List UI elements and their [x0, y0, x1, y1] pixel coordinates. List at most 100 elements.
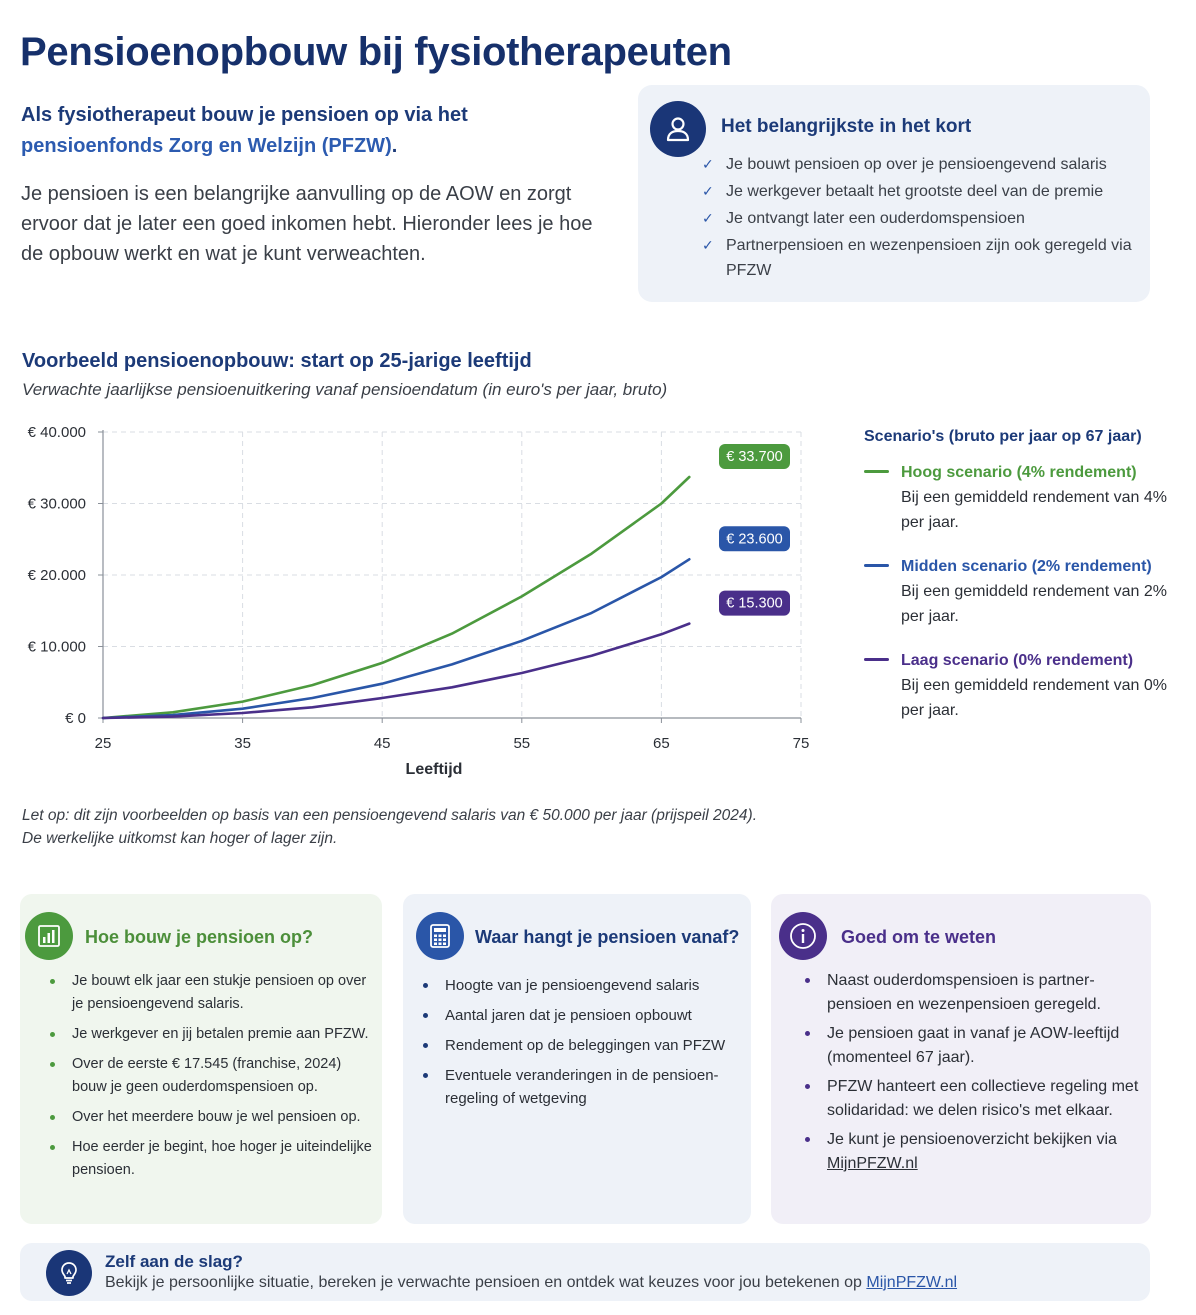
end-value-badge	[719, 590, 790, 616]
list-item: Je kunt je pensioenoverzicht bekijken vi…	[805, 1128, 1145, 1176]
check-icon: ✓	[702, 210, 714, 226]
bullet	[805, 1084, 810, 1089]
cta-link[interactable]: MijnPFZW.nl	[866, 1274, 958, 1291]
bullet	[423, 1073, 428, 1078]
legend-title: Scenario's (bruto per jaar op 67 jaar)	[864, 428, 1142, 445]
list-item-text: Je werkgever en jij betalen premie aan P…	[72, 1026, 369, 1042]
list-item-text: Over de eerste € 17.545 (franchise, 2024…	[72, 1056, 342, 1095]
legend-desc: Bij een gemiddeld rendement van 2% per j…	[901, 583, 1167, 625]
bullet	[805, 978, 810, 983]
card-depends-on: Waar hangt je pensioen vanaf? Hoogte van…	[403, 894, 751, 1224]
lightbulb-icon	[46, 1250, 92, 1296]
intro-body: Je pensioen is een belangrijke aanvullin…	[21, 183, 593, 265]
calculator-icon	[416, 912, 464, 960]
list-item: PFZW hanteert een collectieve regeling m…	[805, 1075, 1145, 1123]
list-item: Je werkgever en jij betalen premie aan P…	[50, 1023, 375, 1046]
end-value-badge	[719, 526, 790, 552]
list-item-text: Over het meerdere bouw je wel pensioen o…	[72, 1109, 361, 1125]
card-good-to-know: Goed om te weten Naast ouderdomspensioen…	[771, 894, 1151, 1224]
bullet	[805, 1137, 810, 1142]
list-item: Hoogte van je pensioengevend salaris	[423, 974, 733, 997]
series-line	[101, 558, 691, 720]
check-icon: ✓	[702, 156, 714, 172]
bullet	[50, 1115, 55, 1120]
legend-item-mid: Midden scenario (2% rendement) Bij een g…	[864, 554, 1184, 629]
chart-note: Let op: dit zijn voorbeelden op basis va…	[22, 804, 757, 850]
bullet	[805, 1031, 810, 1036]
pfzw-link[interactable]: pensioenfonds Zorg en Welzijn (PFZW)	[21, 135, 392, 157]
cta-bar: Zelf aan de slag? Bekijk je persoonlijke…	[20, 1243, 1150, 1301]
legend-swatch	[864, 564, 889, 567]
bullet	[423, 1043, 428, 1048]
note-line: De werkelijke uitkomst kan hoger of lage…	[22, 830, 338, 847]
cta-title: Zelf aan de slag?	[105, 1252, 243, 1271]
list-item: Aantal jaren dat je pensioen opbouwt	[423, 1004, 733, 1027]
summary-item: ✓ Partnerpensioen en wezenpensioen zijn o…	[702, 233, 1142, 283]
x-tick-label: 45	[374, 735, 391, 752]
legend-desc: Bij een gemiddeld rendement van 4% per j…	[901, 489, 1167, 531]
user-icon	[650, 101, 706, 157]
end-value-label: € 33.700	[726, 449, 782, 465]
summary-item: ✓ Je bouwt pensioen op over je pensioenge…	[702, 152, 1142, 177]
pension-line-chart: € 0 € 10.000 € 20.000 € 30.000 € 40.000 25 35 4…	[28, 424, 810, 778]
list-item-text: Eventuele veranderingen in de pensioen-r…	[445, 1067, 719, 1107]
cta-text: Bekijk je persoonlijke situatie, bereken…	[105, 1274, 957, 1292]
y-tick-label: € 10.000	[28, 639, 86, 656]
legend-item-low: Laag scenario (0% rendement) Bij een gem…	[864, 648, 1184, 723]
end-value-badge	[719, 444, 790, 470]
x-tick-label: 25	[95, 735, 112, 752]
bar-chart-icon	[25, 912, 73, 960]
y-tick-label: € 40.000	[28, 424, 86, 441]
summary-item-text: Partnerpensioen en wezenpensioen zijn oo…	[726, 237, 1132, 279]
card-how-build: Hoe bouw je pensioen op? Je bouwt elk ja…	[20, 894, 382, 1224]
cta-text-body: Bekijk je persoonlijke situatie, bereken…	[105, 1274, 867, 1291]
list-item: Naast ouderdomspensioen is partner-pensi…	[805, 969, 1145, 1017]
x-tick-label: 55	[513, 735, 530, 752]
series-line	[101, 622, 691, 720]
list-item: Over het meerdere bouw je wel pensioen o…	[50, 1106, 375, 1129]
list-item: Over de eerste € 17.545 (franchise, 2024…	[50, 1053, 375, 1099]
list-item: Je bouwt elk jaar een stukje pensioen op…	[50, 970, 375, 1016]
note-line: Let op: dit zijn voorbeelden op basis va…	[22, 807, 758, 824]
intro-lead: Als fysiotherapeut bouw je pensioen op v…	[21, 100, 601, 162]
summary-item-text: Je bouwt pensioen op over je pensioengev…	[726, 156, 1107, 173]
legend-item-high: Hoog scenario (4% rendement) Bij een gem…	[864, 460, 1184, 535]
chart-legend: Scenario's (bruto per jaar op 67 jaar) H…	[864, 428, 1184, 742]
series-line	[101, 475, 691, 720]
y-tick-label: € 0	[65, 710, 86, 727]
card-list: Je bouwt elk jaar een stukje pensioen op…	[50, 970, 375, 1189]
mijnpfzw-link[interactable]: MijnPFZW.nl	[827, 1155, 918, 1172]
card-list: Naast ouderdomspensioen is partner-pensi…	[805, 969, 1145, 1181]
intro-lead-text: Als fysiotherapeut bouw je pensioen op v…	[21, 104, 468, 126]
summary-title: Het belangrijkste in het kort	[721, 116, 972, 137]
list-item-text: PFZW hanteert een collectieve regeling m…	[827, 1078, 1139, 1119]
x-tick-label: 65	[653, 735, 670, 752]
list-item-text: Hoogte van je pensioengevend salaris	[445, 977, 700, 994]
bullet	[50, 1145, 55, 1150]
list-item-text: Aantal jaren dat je pensioen opbouwt	[445, 1007, 692, 1024]
list-item-text: Je bouwt elk jaar een stukje pensioen op…	[72, 973, 367, 1012]
card-title: Goed om te weten	[841, 927, 997, 947]
bullet	[50, 1032, 55, 1037]
summary-box: Het belangrijkste in het kort ✓ Je bouwt …	[638, 85, 1150, 302]
bullet	[50, 979, 55, 984]
y-tick-label: € 30.000	[28, 496, 86, 513]
end-value-label: € 15.300	[726, 596, 782, 612]
list-item-text: Je pensioen gaat in vanaf je AOW-leeftij…	[827, 1025, 1120, 1066]
card-list: Hoogte van je pensioengevend salaris Aan…	[423, 974, 733, 1117]
x-axis-label: Leeftijd	[406, 761, 463, 778]
end-value-label: € 23.600	[726, 531, 782, 547]
bullet	[50, 1062, 55, 1067]
summary-item: ✓ Je ontvangt later een ouderdomspensioen	[702, 206, 1142, 231]
list-item-text: Naast ouderdomspensioen is partner-pensi…	[827, 972, 1101, 1013]
x-tick-label: 35	[234, 735, 251, 752]
info-icon	[779, 912, 827, 960]
legend-name: Laag scenario (0% rendement)	[901, 652, 1134, 669]
list-item-text: Je kunt je pensioenoverzicht bekijken vi…	[827, 1131, 1117, 1148]
bullet	[423, 983, 428, 988]
chart-subtitle: Verwachte jaarlijkse pensioenuitkering v…	[22, 380, 668, 399]
list-item: Rendement op de beleggingen van PFZW	[423, 1034, 733, 1057]
check-icon: ✓	[702, 237, 714, 253]
summary-list: ✓ Je bouwt pensioen op over je pensioenge…	[702, 152, 1142, 285]
list-item: Je pensioen gaat in vanaf je AOW-leeftij…	[805, 1022, 1145, 1070]
